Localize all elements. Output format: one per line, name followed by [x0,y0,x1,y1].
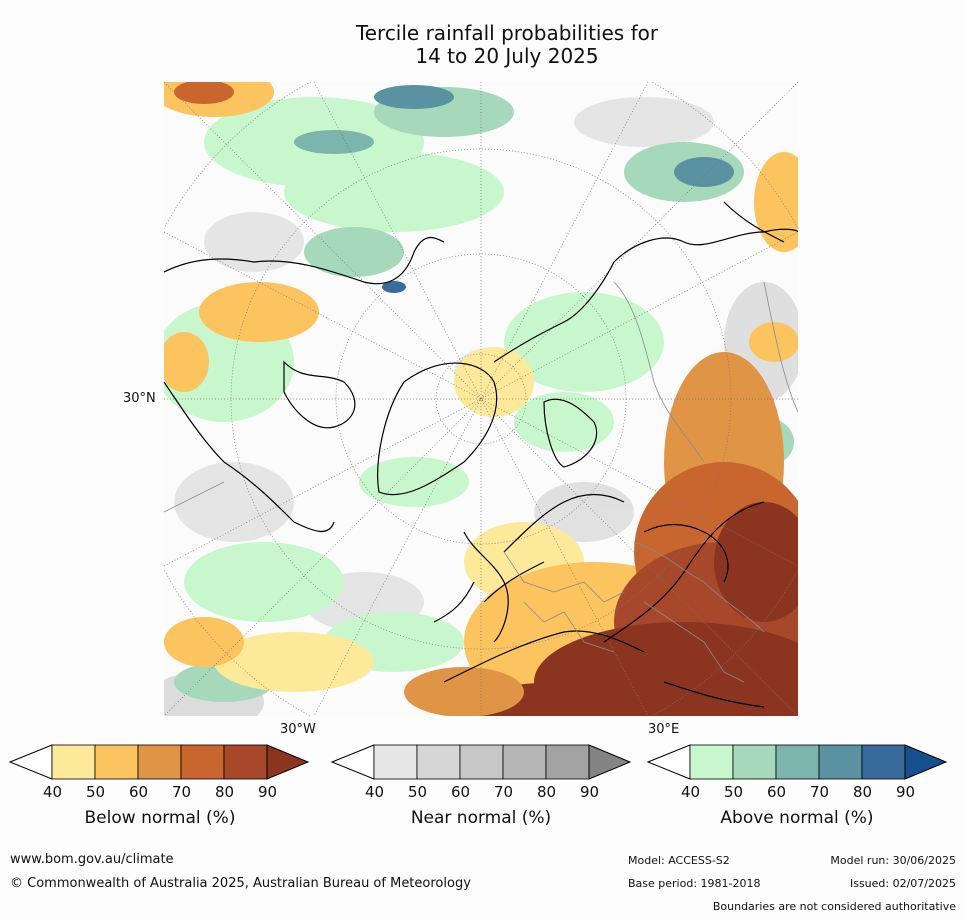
colorbar-near-swatches [330,744,632,780]
title-line-1: Tercile rainfall probabilities for [355,21,659,45]
polar-map-canvas [164,82,798,716]
tick-above-80: 80 [853,783,873,801]
footer-model-run: Model run: 30/06/2025 [830,854,956,867]
tick-near-40: 40 [365,783,385,801]
footer-url[interactable]: www.bom.gov.au/climate [10,852,174,867]
tick-near-60: 60 [451,783,471,801]
tick-below-60: 60 [129,783,149,801]
colorbar-above-normal [646,744,948,784]
title-line-2: 14 to 20 July 2025 [415,44,599,68]
tick-below-40: 40 [43,783,63,801]
tick-above-70: 70 [810,783,830,801]
tick-below-70: 70 [172,783,192,801]
below-normal-patches [164,82,798,716]
tick-near-70: 70 [494,783,514,801]
colorbar-below-title: Below normal (%) [84,808,236,828]
tick-above-60: 60 [767,783,787,801]
colorbar-below-swatches [8,744,310,780]
rainfall-probability-map[interactable] [164,82,798,716]
lon-label-30w: 30°W [280,722,316,737]
map-title: Tercile rainfall probabilities for 14 to… [0,22,965,68]
tick-near-80: 80 [537,783,557,801]
tick-below-80: 80 [215,783,235,801]
tick-above-90: 90 [896,783,916,801]
country-borders [164,281,798,683]
footer-model: Model: ACCESS-S2 [628,854,730,867]
colorbar-near-normal [330,744,632,784]
coastlines [164,201,798,708]
colorbar-above-swatches [646,744,948,780]
colorbar-above-title: Above normal (%) [720,808,874,828]
lat-label-30n: 30°N [123,391,156,406]
tick-below-90: 90 [258,783,278,801]
lon-label-30e: 30°E [648,722,680,737]
graticule [164,82,798,716]
tick-near-50: 50 [408,783,428,801]
footer-issued: Issued: 02/07/2025 [849,877,956,890]
tick-above-40: 40 [681,783,701,801]
tick-above-50: 50 [724,783,744,801]
footer-copyright: © Commonwealth of Australia 2025, Austra… [10,876,471,891]
colorbar-below-normal [8,744,310,784]
tick-near-90: 90 [580,783,600,801]
tick-below-50: 50 [86,783,106,801]
colorbar-near-title: Near normal (%) [410,808,552,828]
footer-boundaries-note: Boundaries are not considered authoritat… [712,900,956,913]
footer-base-period: Base period: 1981-2018 [628,877,761,890]
